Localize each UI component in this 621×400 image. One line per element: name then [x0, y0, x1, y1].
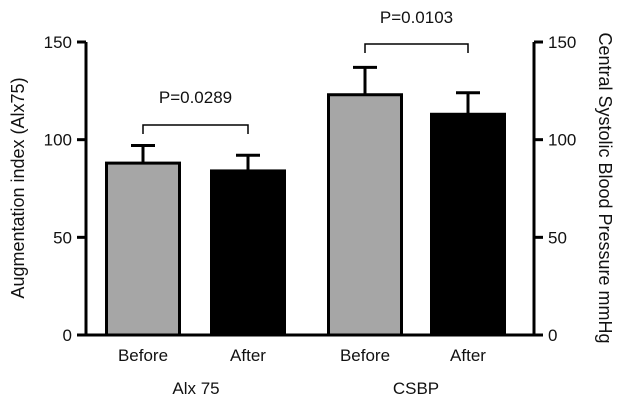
- significance-brackets: P=0.0289 P=0.0103: [142, 8, 469, 134]
- category-label: Before: [118, 346, 168, 365]
- bars-layer: [105, 65, 506, 337]
- category-label: After: [230, 346, 266, 365]
- right-tick-label: 50: [548, 228, 567, 247]
- right-tick-label: 100: [548, 131, 576, 150]
- p-bracket: [142, 124, 249, 134]
- bar-before: [327, 93, 403, 337]
- bar-after: [210, 169, 286, 337]
- p-value-label: P=0.0289: [159, 88, 232, 107]
- group-label: Alx 75: [172, 379, 219, 398]
- p-bracket: [364, 43, 469, 53]
- bar-before: [105, 161, 181, 337]
- category-label: Before: [340, 346, 390, 365]
- left-tick-label: 100: [44, 131, 72, 150]
- p-value-label: P=0.0103: [380, 8, 453, 27]
- group-label: CSBP: [393, 379, 439, 398]
- left-axis-title: Augmentation index (Alx75): [8, 77, 28, 298]
- left-tick-label: 0: [63, 326, 72, 345]
- right-tick-label: 0: [548, 326, 557, 345]
- left-tick-label: 150: [44, 33, 72, 52]
- right-axis-title: Central Systolic Blood Pressure mmHg: [595, 32, 615, 343]
- category-label: After: [450, 346, 486, 365]
- bar-after: [430, 112, 506, 337]
- right-y-axis: 0 50 100 150: [532, 33, 576, 345]
- right-tick-label: 150: [548, 33, 576, 52]
- left-tick-label: 50: [53, 228, 72, 247]
